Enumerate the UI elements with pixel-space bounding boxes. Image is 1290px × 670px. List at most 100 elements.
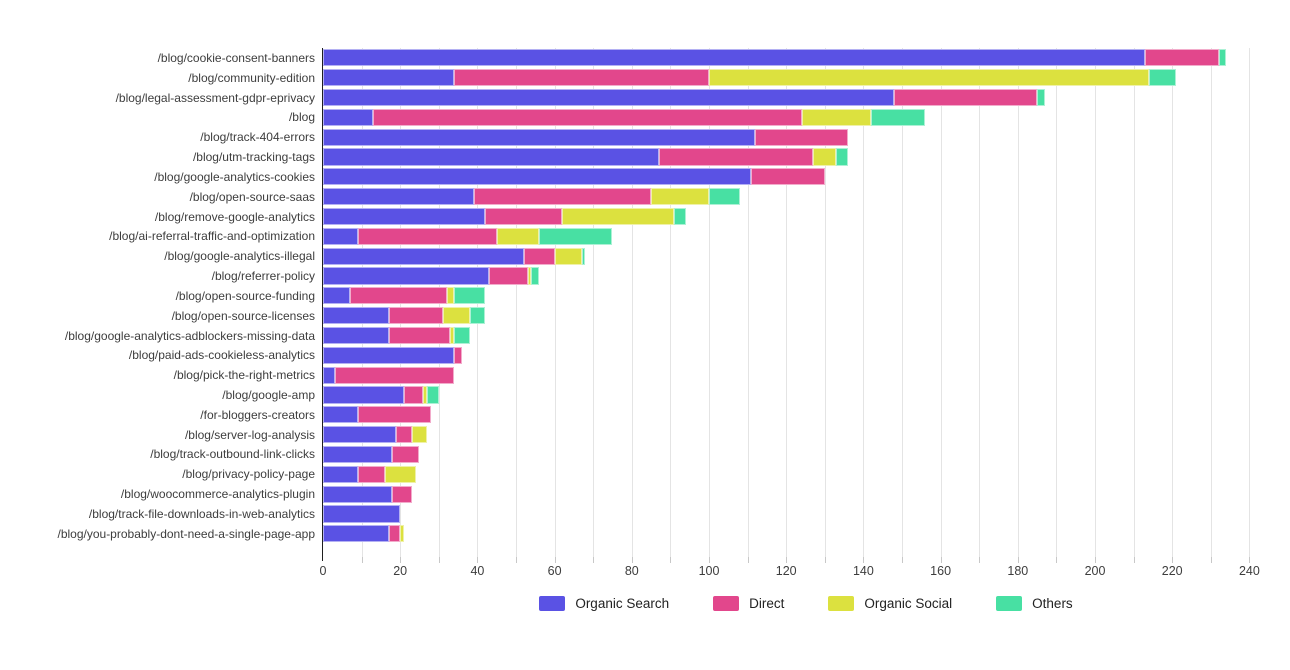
legend-item-organic-search[interactable]: Organic Search [539, 596, 669, 611]
bar-segment-organic-search[interactable] [323, 525, 389, 543]
bar-segment-organic-social[interactable] [423, 386, 428, 404]
bar-segment-organic-social[interactable] [411, 426, 428, 444]
bar-segment-others[interactable] [836, 148, 848, 166]
bar-segment-direct[interactable] [454, 69, 709, 87]
bar-segment-organic-search[interactable] [323, 366, 335, 384]
chart-row: /blog/ai-referral-traffic-and-optimizati… [0, 226, 1290, 246]
bar-segment-organic-social[interactable] [384, 465, 416, 483]
bar-segment-others[interactable] [1218, 49, 1227, 67]
category-label: /blog/privacy-policy-page [182, 467, 315, 482]
bar-segment-direct[interactable] [658, 148, 814, 166]
category-label: /blog/utm-tracking-tags [192, 150, 315, 165]
bar-segment-others[interactable] [708, 188, 740, 206]
bar-segment-direct[interactable] [523, 247, 555, 265]
bar-segment-organic-social[interactable] [400, 525, 405, 543]
category-label: /blog/woocommerce-analytics-plugin [120, 487, 315, 502]
gridline [631, 48, 633, 557]
bar-segment-organic-search[interactable] [323, 465, 358, 483]
bar-segment-direct[interactable] [1145, 49, 1219, 67]
bar-segment-organic-search[interactable] [323, 426, 397, 444]
bar-segment-organic-search[interactable] [323, 485, 393, 503]
bar-segment-organic-search[interactable] [323, 227, 358, 245]
bar-segment-direct[interactable] [751, 168, 825, 186]
bar-segment-others[interactable] [469, 307, 486, 325]
bar-segment-organic-search[interactable] [323, 346, 455, 364]
bar-segment-organic-search[interactable] [323, 505, 401, 523]
bar-segment-direct[interactable] [894, 88, 1038, 107]
bar-stack [323, 346, 462, 364]
gridline [1210, 48, 1212, 557]
bar-segment-others[interactable] [427, 386, 439, 404]
bar-segment-others[interactable] [1037, 88, 1045, 107]
bar-segment-direct[interactable] [350, 287, 447, 305]
bar-segment-direct[interactable] [454, 346, 462, 364]
bar-segment-organic-search[interactable] [323, 445, 393, 464]
legend-item-direct[interactable]: Direct [713, 596, 784, 611]
bar-segment-direct[interactable] [357, 227, 497, 245]
bar-segment-direct[interactable] [388, 525, 401, 543]
bar-segment-direct[interactable] [488, 267, 528, 285]
bar-segment-direct[interactable] [396, 426, 412, 444]
chart-row: /blog/open-source-licenses [0, 306, 1290, 326]
bar-segment-direct[interactable] [357, 406, 432, 424]
category-label: /blog/open-source-licenses [171, 308, 315, 323]
bar-segment-organic-social[interactable] [562, 207, 675, 226]
bar-segment-organic-search[interactable] [323, 88, 895, 107]
bar-segment-organic-search[interactable] [323, 128, 756, 146]
bar-segment-organic-search[interactable] [323, 69, 455, 87]
bar-segment-direct[interactable] [485, 207, 563, 226]
bar-segment-organic-social[interactable] [554, 247, 582, 265]
bar-segment-direct[interactable] [392, 445, 420, 464]
bar-segment-others[interactable] [454, 326, 470, 345]
bar-segment-others[interactable] [871, 108, 926, 126]
bar-segment-others[interactable] [454, 287, 486, 305]
bar-segment-organic-search[interactable] [323, 267, 489, 285]
gridline [824, 48, 826, 557]
axis-tick [863, 557, 865, 563]
bar-segment-organic-social[interactable] [450, 326, 455, 345]
chart-row: /blog [0, 107, 1290, 127]
x-tick-label: 160 [930, 564, 952, 578]
bar-segment-others[interactable] [674, 207, 686, 226]
bar-segment-organic-search[interactable] [323, 168, 752, 186]
bar-stack [323, 326, 470, 345]
bar-segment-direct[interactable] [373, 108, 802, 126]
bar-segment-organic-social[interactable] [442, 307, 470, 325]
bar-segment-organic-social[interactable] [651, 188, 709, 206]
bar-segment-organic-search[interactable] [323, 247, 524, 265]
bar-segment-others[interactable] [531, 267, 540, 285]
bar-segment-organic-social[interactable] [446, 287, 455, 305]
bar-segment-organic-search[interactable] [323, 326, 389, 345]
bar-segment-organic-search[interactable] [323, 386, 405, 404]
bar-segment-direct[interactable] [357, 465, 385, 483]
bar-segment-organic-search[interactable] [323, 406, 358, 424]
bar-segment-organic-search[interactable] [323, 287, 351, 305]
bar-segment-organic-social[interactable] [708, 69, 1150, 87]
bar-segment-direct[interactable] [473, 188, 652, 206]
bar-segment-direct[interactable] [404, 386, 424, 404]
bar-segment-others[interactable] [539, 227, 613, 245]
legend-item-organic-social[interactable]: Organic Social [828, 596, 952, 611]
bar-segment-organic-search[interactable] [323, 188, 474, 206]
bar-segment-organic-search[interactable] [323, 108, 374, 126]
legend-item-others[interactable]: Others [996, 596, 1073, 611]
bar-segment-direct[interactable] [334, 366, 455, 384]
bar-segment-others[interactable] [1149, 69, 1177, 87]
bar-segment-organic-search[interactable] [323, 207, 486, 226]
category-label: /blog/server-log-analysis [184, 427, 315, 442]
bar-segment-direct[interactable] [392, 485, 412, 503]
chart-row: /for-bloggers-creators [0, 405, 1290, 425]
bar-segment-organic-social[interactable] [496, 227, 540, 245]
bar-segment-organic-search[interactable] [323, 49, 1146, 67]
chart-row: /blog/referrer-policy [0, 266, 1290, 286]
bar-segment-organic-search[interactable] [323, 307, 389, 325]
bar-segment-organic-social[interactable] [813, 148, 837, 166]
bar-segment-organic-social[interactable] [801, 108, 872, 126]
bar-stack [323, 188, 740, 206]
bar-segment-direct[interactable] [388, 326, 451, 345]
bar-segment-organic-social[interactable] [527, 267, 532, 285]
bar-segment-direct[interactable] [755, 128, 848, 146]
bar-segment-direct[interactable] [388, 307, 443, 325]
bar-segment-organic-search[interactable] [323, 148, 659, 166]
bar-segment-others[interactable] [581, 247, 586, 265]
